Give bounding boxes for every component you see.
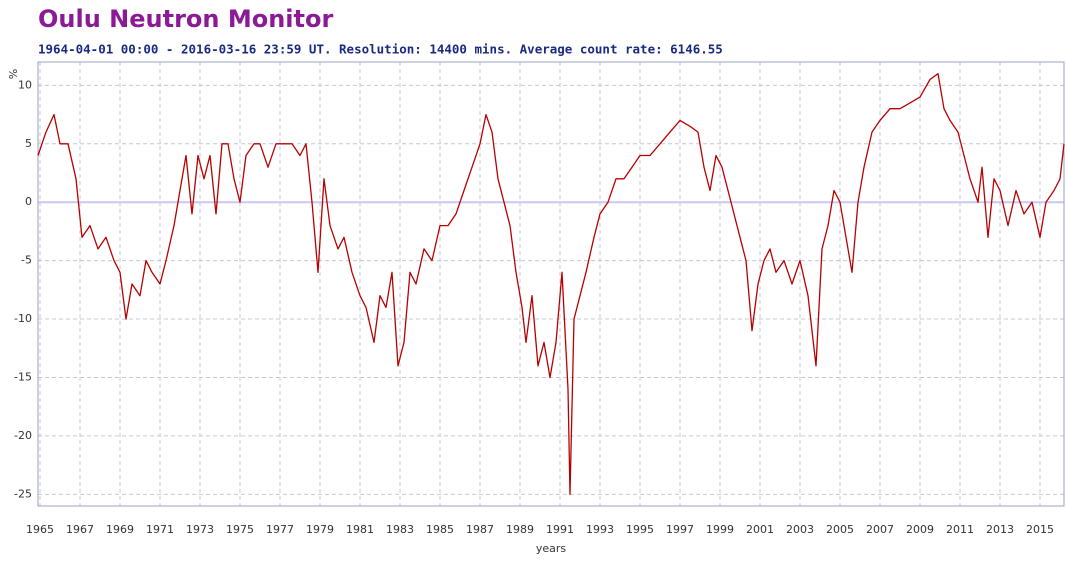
y-tick-label: 0: [25, 195, 32, 208]
x-tick-label: 1997: [666, 523, 694, 536]
y-tick-label: -20: [14, 429, 32, 442]
x-tick-label: 1977: [266, 523, 294, 536]
x-tick-label: 2011: [946, 523, 974, 536]
x-tick-label: 2015: [1026, 523, 1054, 536]
x-tick-label: 2013: [986, 523, 1014, 536]
y-tick-label: -25: [14, 487, 32, 500]
x-tick-label: 1983: [386, 523, 414, 536]
x-tick-label: 1989: [506, 523, 534, 536]
x-tick-label: 2001: [746, 523, 774, 536]
y-tick-label: 5: [25, 137, 32, 150]
x-tick-label: 2007: [866, 523, 894, 536]
x-tick-label: 2003: [786, 523, 814, 536]
x-tick-label: 1999: [706, 523, 734, 536]
x-tick-label: 1973: [186, 523, 214, 536]
x-tick-label: 1991: [546, 523, 574, 536]
y-tick-label: -5: [21, 254, 32, 267]
y-axis-label: %: [7, 69, 20, 79]
chart-title: Oulu Neutron Monitor: [38, 5, 333, 33]
plot-frame: [37, 61, 1065, 507]
x-tick-label: 1981: [346, 523, 374, 536]
x-tick-label: 1979: [306, 523, 334, 536]
x-tick-label: 2005: [826, 523, 854, 536]
x-tick-label: 1985: [426, 523, 454, 536]
y-tick-label: -15: [14, 370, 32, 383]
x-tick-label: 2009: [906, 523, 934, 536]
data-line: [37, 73, 1065, 495]
x-tick-label: 1969: [106, 523, 134, 536]
y-tick-label: 10: [18, 78, 32, 91]
x-tick-label: 1965: [26, 523, 54, 536]
y-tick-label: -10: [14, 312, 32, 325]
x-tick-label: 1987: [466, 523, 494, 536]
x-tick-label: 1971: [146, 523, 174, 536]
chart-subtitle: 1964-04-01 00:00 - 2016-03-16 23:59 UT. …: [38, 42, 723, 57]
x-tick-label: 1967: [66, 523, 94, 536]
x-tick-label: 1993: [586, 523, 614, 536]
x-tick-label: 1975: [226, 523, 254, 536]
x-tick-label: 1995: [626, 523, 654, 536]
x-axis-label: years: [536, 542, 567, 555]
